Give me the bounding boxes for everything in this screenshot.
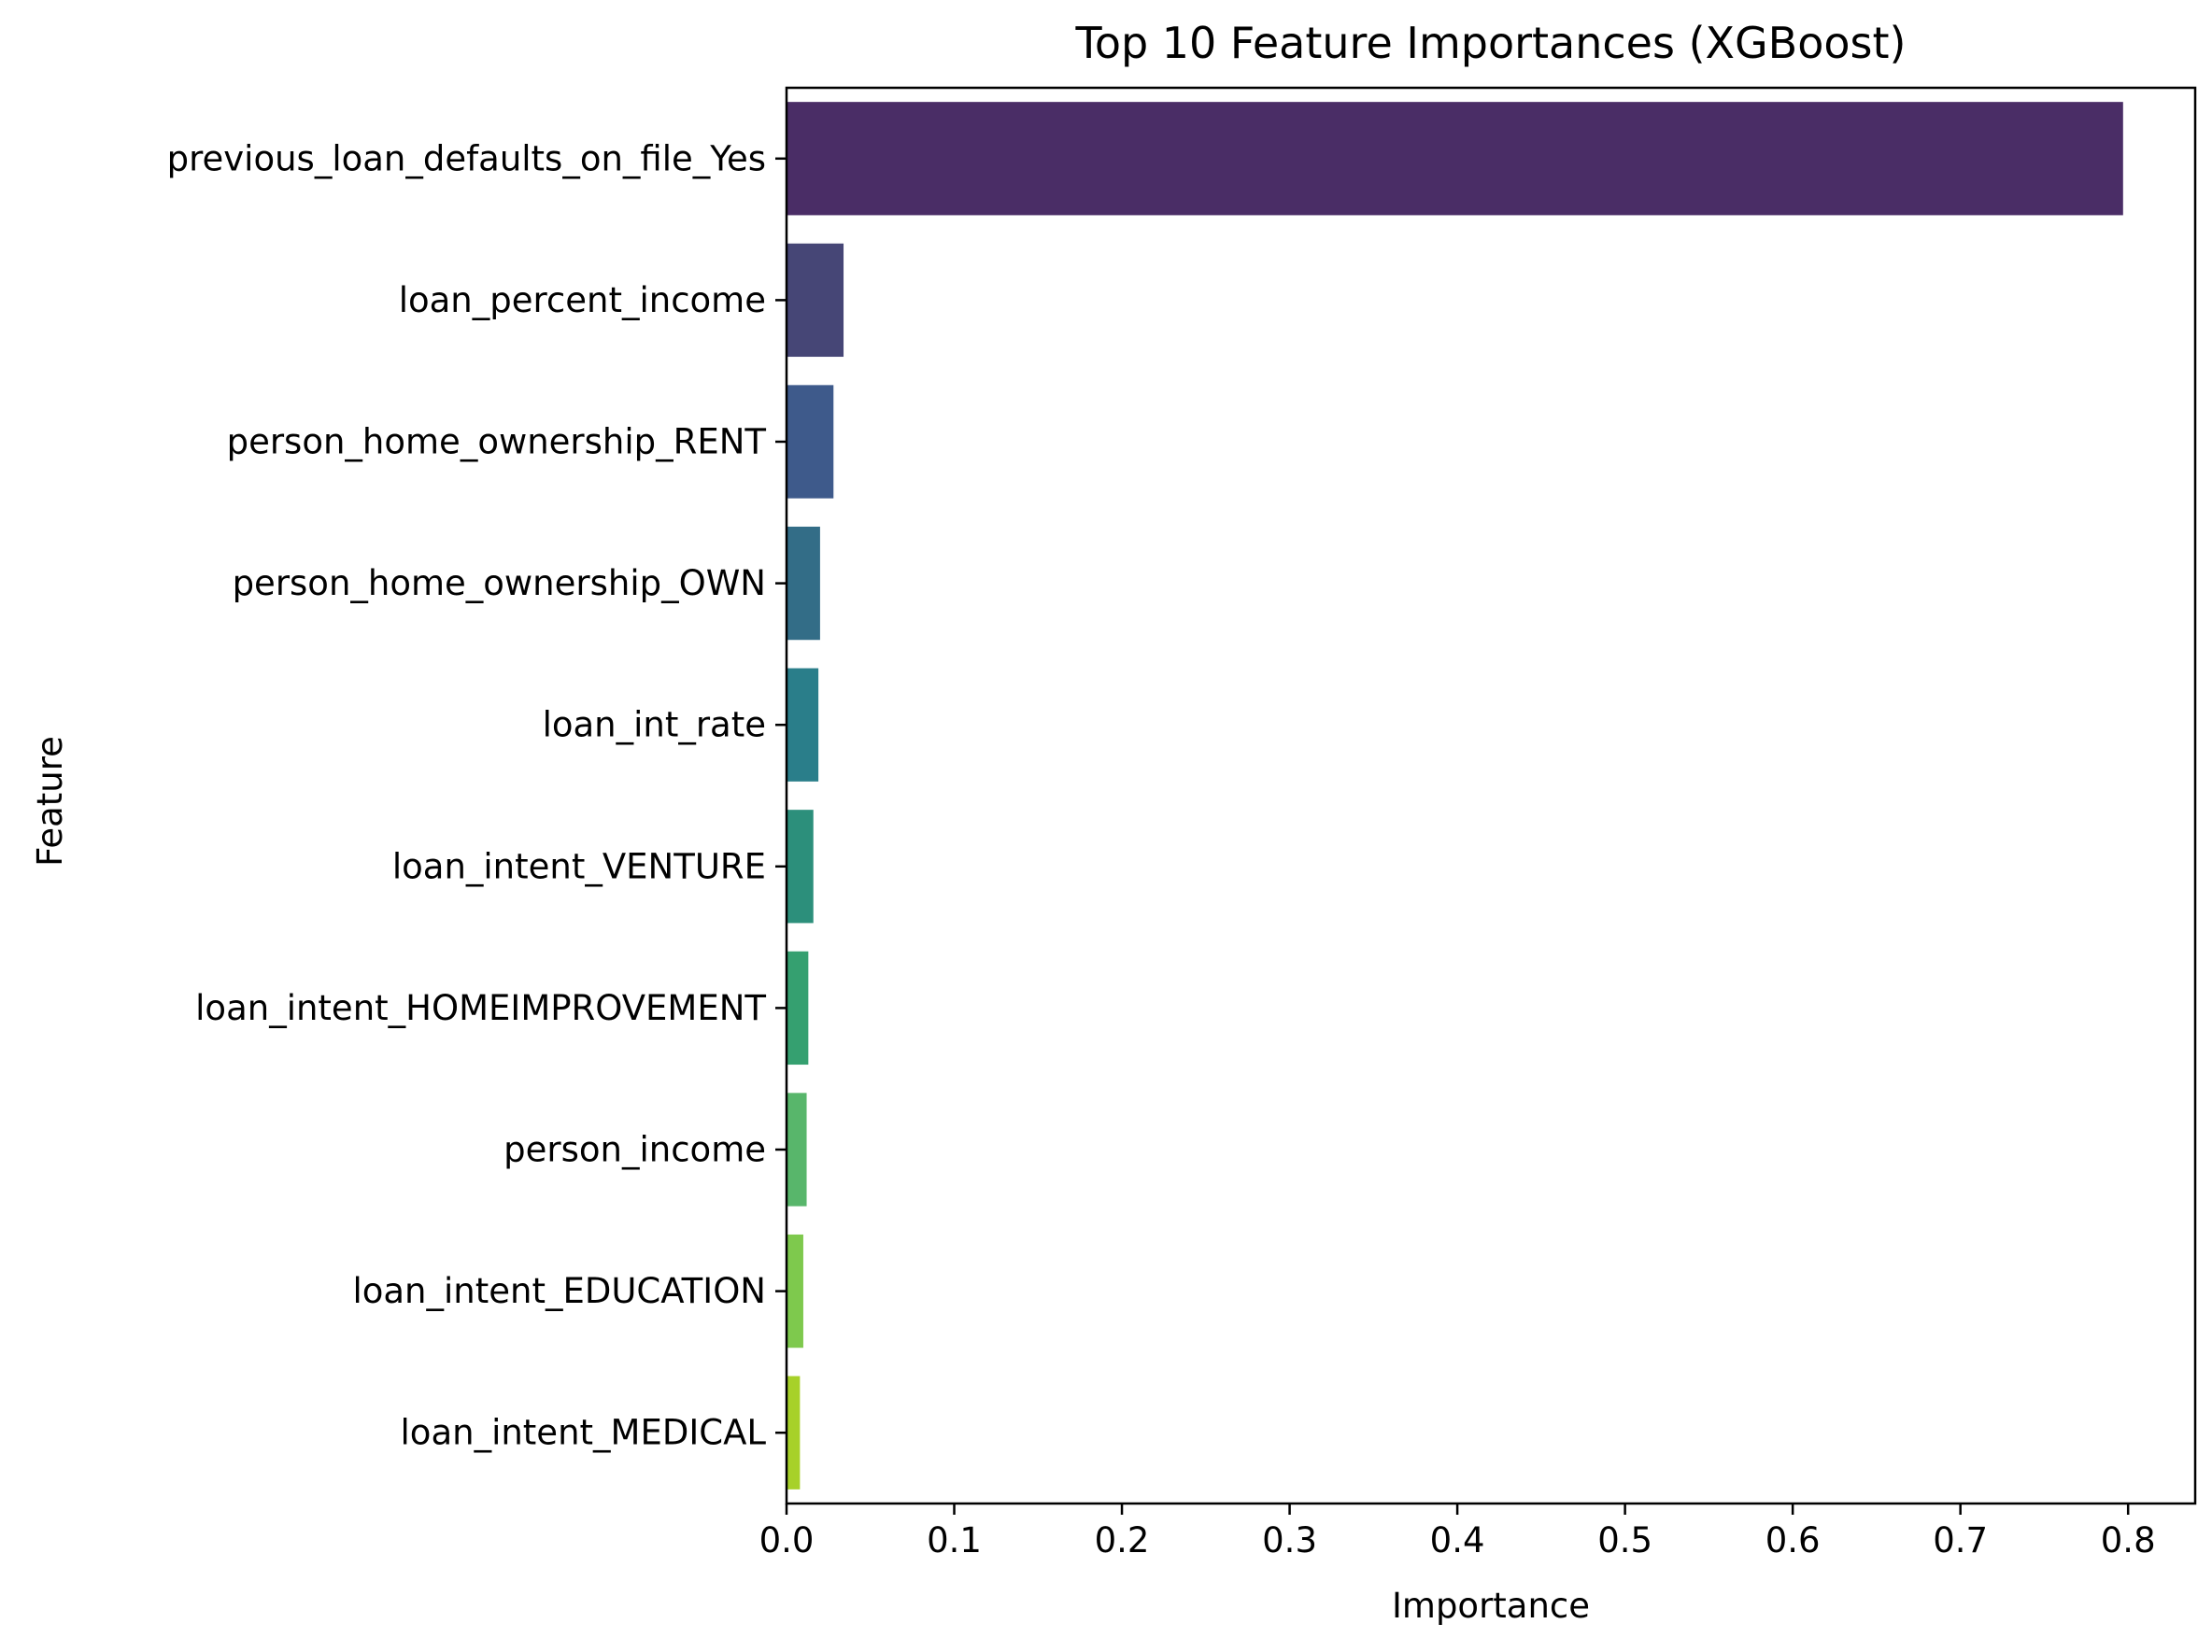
x-tick-label: 0.3 bbox=[1262, 1520, 1317, 1560]
bar-loan_percent_income bbox=[787, 243, 844, 358]
x-tick-label: 0.2 bbox=[1095, 1520, 1150, 1560]
y-tick-label: loan_int_rate bbox=[543, 705, 766, 745]
bar-previous_loan_defaults_on_file_Yes bbox=[787, 102, 2123, 216]
bar-person_home_ownership_RENT bbox=[787, 385, 834, 499]
bars-group bbox=[787, 102, 2123, 1490]
y-tick-label: loan_percent_income bbox=[399, 280, 766, 320]
x-tick-label: 0.7 bbox=[1933, 1520, 1988, 1560]
bar-loan_intent_MEDICAL bbox=[787, 1376, 801, 1490]
y-axis-ticks: previous_loan_defaults_on_file_Yes loan_p… bbox=[167, 138, 787, 1453]
y-tick-label: loan_intent_MEDICAL bbox=[401, 1413, 767, 1453]
y-tick-label: loan_intent_EDUCATION bbox=[352, 1271, 766, 1311]
x-tick-label: 0.4 bbox=[1430, 1520, 1485, 1560]
x-tick-label: 0.6 bbox=[1765, 1520, 1821, 1560]
x-axis-ticks: 0.0 0.1 0.2 0.3 0.4 0.5 0.6 0.7 0.8 bbox=[759, 1504, 2156, 1560]
chart-title: Top 10 Feature Importances (XGBoost) bbox=[1075, 18, 1907, 68]
y-tick-label: loan_intent_HOMEIMPROVEMENT bbox=[195, 988, 766, 1028]
bar-loan_intent_VENTURE bbox=[787, 810, 814, 924]
bar-person_income bbox=[787, 1093, 807, 1207]
bar-loan_int_rate bbox=[787, 668, 819, 782]
y-tick-label: person_home_ownership_OWN bbox=[233, 563, 766, 603]
x-tick-label: 0.5 bbox=[1597, 1520, 1652, 1560]
bar-loan_intent_EDUCATION bbox=[787, 1234, 803, 1348]
y-axis-label: Feature bbox=[30, 736, 70, 867]
plot-frame bbox=[785, 86, 2197, 1505]
bar-loan_intent_HOMEIMPROVEMENT bbox=[787, 951, 809, 1066]
x-tick-label: 0.8 bbox=[2101, 1520, 2156, 1560]
x-tick-label: 0.0 bbox=[759, 1520, 815, 1560]
y-tick-label: previous_loan_defaults_on_file_Yes bbox=[167, 138, 766, 178]
bar-person_home_ownership_OWN bbox=[787, 526, 820, 641]
x-tick-label: 0.1 bbox=[927, 1520, 982, 1560]
y-tick-label: loan_intent_VENTURE bbox=[392, 846, 766, 886]
x-axis-label: Importance bbox=[1392, 1586, 1590, 1626]
y-tick-label: person_home_ownership_RENT bbox=[227, 422, 767, 462]
y-tick-label: person_income bbox=[503, 1130, 766, 1170]
